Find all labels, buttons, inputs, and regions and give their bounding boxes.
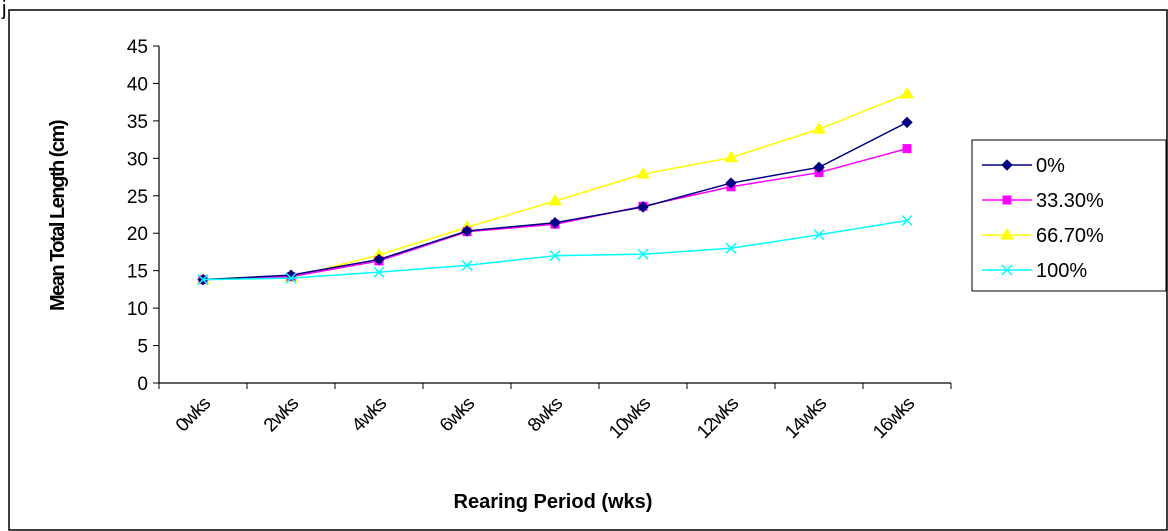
data-point bbox=[1001, 264, 1013, 276]
data-point bbox=[1002, 195, 1012, 205]
y-tick-label: 20 bbox=[127, 224, 148, 245]
data-point-stroke bbox=[725, 242, 737, 254]
y-tick-label: 15 bbox=[127, 262, 148, 283]
y-tick-label: 10 bbox=[127, 299, 148, 320]
data-point bbox=[901, 116, 913, 129]
data-point bbox=[373, 253, 385, 266]
data-point bbox=[461, 259, 473, 271]
data-point bbox=[813, 161, 825, 174]
data-point bbox=[549, 217, 561, 229]
legend-item: 66.70% bbox=[982, 225, 1104, 247]
data-point bbox=[637, 248, 649, 260]
data-point bbox=[901, 214, 913, 227]
data-point bbox=[900, 86, 914, 99]
data-point bbox=[373, 266, 385, 278]
data-point bbox=[813, 229, 825, 241]
data-point bbox=[548, 194, 562, 206]
data-point-stroke bbox=[1001, 264, 1013, 276]
data-point-stroke bbox=[813, 229, 825, 241]
data-point bbox=[637, 201, 649, 213]
legend-label: 0% bbox=[1036, 155, 1065, 177]
legend-label: 100% bbox=[1036, 260, 1087, 282]
legend-label: 66.70% bbox=[1036, 225, 1104, 247]
data-point bbox=[725, 177, 737, 189]
data-point-stroke bbox=[461, 259, 473, 271]
data-point-stroke bbox=[285, 272, 297, 284]
page-letter: j bbox=[2, 0, 7, 20]
y-tick-label: 40 bbox=[127, 74, 148, 95]
legend-label: 33.30% bbox=[1036, 190, 1104, 212]
series-layer bbox=[196, 86, 914, 286]
data-point bbox=[549, 250, 561, 262]
legend: 0% 33.30% 66.70% 100% bbox=[971, 139, 1167, 292]
y-axis-title: Mean Total Length (cm) bbox=[47, 120, 69, 311]
data-point bbox=[1000, 228, 1014, 240]
data-point bbox=[724, 150, 738, 163]
data-point bbox=[285, 272, 297, 284]
data-point bbox=[812, 122, 826, 134]
data-point-stroke bbox=[197, 274, 209, 286]
legend-item: 0% bbox=[982, 155, 1065, 177]
y-tick-label: 5 bbox=[137, 337, 148, 358]
series-100% bbox=[197, 214, 913, 286]
legend-item: 100% bbox=[982, 260, 1087, 282]
data-point-stroke bbox=[549, 250, 561, 262]
x-axis-title: Rearing Period (wks) bbox=[454, 491, 653, 513]
data-point-stroke bbox=[637, 248, 649, 260]
data-point bbox=[461, 225, 473, 237]
y-tick-label: 25 bbox=[127, 187, 148, 208]
data-point bbox=[902, 144, 912, 154]
data-point bbox=[636, 167, 650, 179]
y-tick-label: 30 bbox=[127, 149, 148, 170]
data-point bbox=[725, 242, 737, 254]
y-tick-label: 45 bbox=[127, 37, 148, 58]
y-tick-label: 0 bbox=[137, 374, 148, 395]
legend-item: 33.30% bbox=[982, 190, 1104, 212]
data-point-stroke bbox=[373, 266, 385, 278]
data-point-stroke bbox=[901, 214, 913, 227]
y-tick-label: 35 bbox=[127, 112, 148, 133]
data-point bbox=[197, 274, 209, 286]
data-point bbox=[1001, 159, 1013, 171]
